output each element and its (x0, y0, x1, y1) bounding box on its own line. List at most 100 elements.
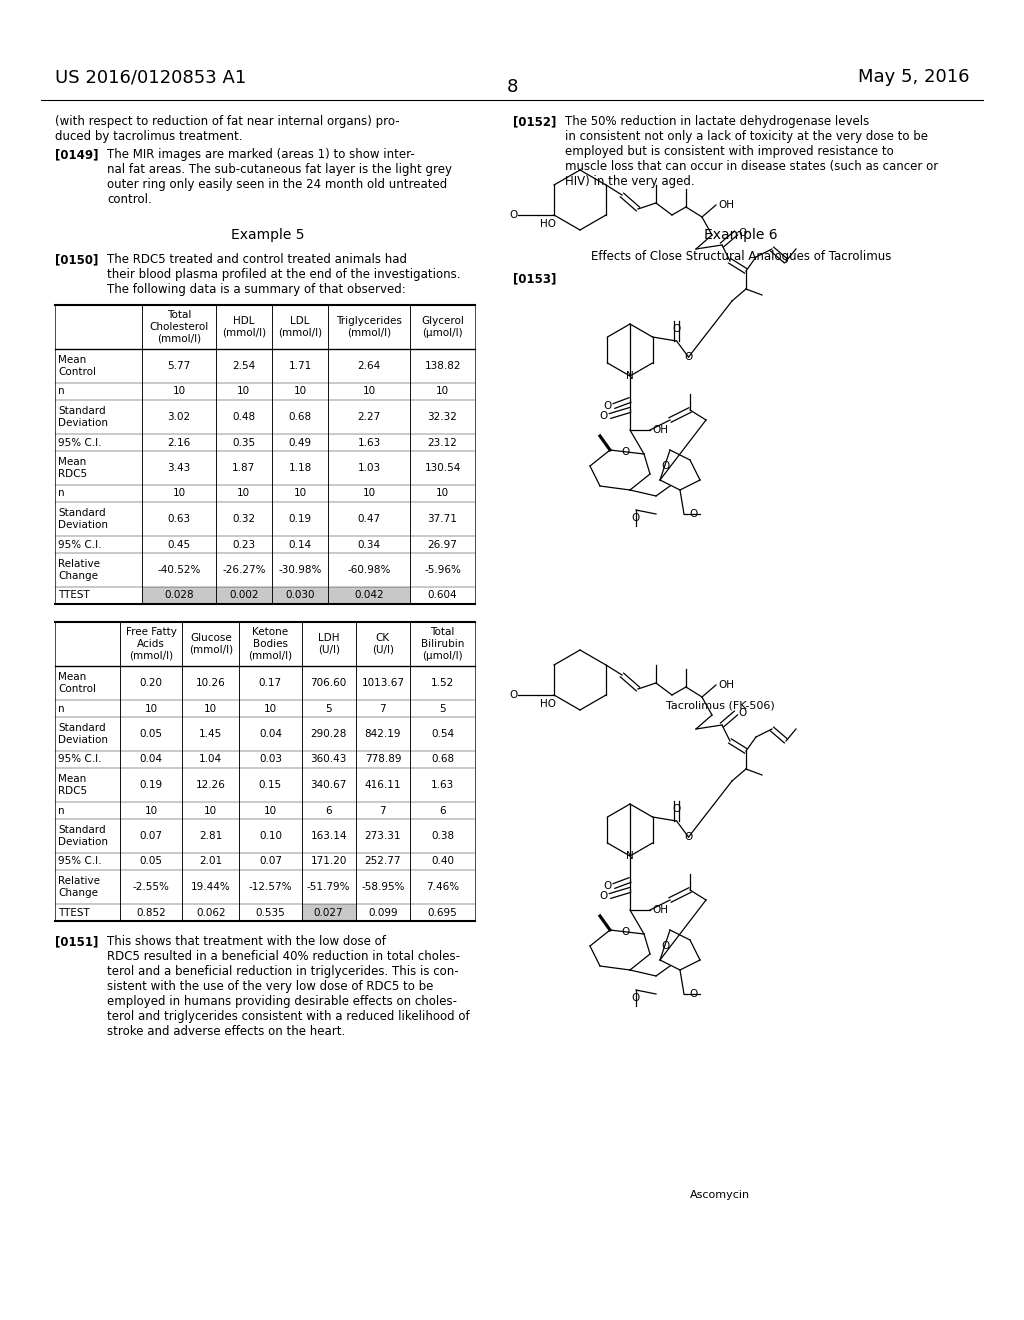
Text: O: O (684, 352, 692, 362)
Text: 10: 10 (144, 704, 158, 714)
Text: 290.28: 290.28 (310, 729, 347, 739)
Text: O: O (738, 228, 746, 238)
Text: TTEST: TTEST (58, 908, 90, 917)
Text: [0150]: [0150] (55, 253, 98, 267)
Text: 0.002: 0.002 (229, 590, 259, 601)
Text: 95% C.I.: 95% C.I. (58, 540, 101, 549)
Text: 1.63: 1.63 (431, 780, 454, 789)
Text: O: O (600, 411, 608, 421)
Text: HDL
(mmol/l): HDL (mmol/l) (222, 317, 266, 338)
Text: 7.46%: 7.46% (426, 882, 459, 892)
Text: 252.77: 252.77 (365, 857, 401, 866)
Text: 1.63: 1.63 (357, 437, 381, 447)
Text: 32.32: 32.32 (428, 412, 458, 422)
Text: -5.96%: -5.96% (424, 565, 461, 576)
Text: 1.45: 1.45 (200, 729, 222, 739)
Text: OH: OH (652, 425, 668, 436)
Bar (302, 904, 355, 921)
Text: Ketone
Bodies
(mmol/l): Ketone Bodies (mmol/l) (249, 627, 293, 660)
Text: 1013.67: 1013.67 (361, 678, 404, 688)
Text: May 5, 2016: May 5, 2016 (857, 69, 969, 86)
Text: 0.54: 0.54 (431, 729, 454, 739)
Text: HO: HO (540, 219, 556, 228)
Text: Standard
Deviation: Standard Deviation (58, 508, 108, 529)
Text: [0151]: [0151] (55, 935, 98, 948)
Bar (272, 587, 329, 605)
Text: 0.027: 0.027 (314, 908, 343, 917)
Text: Free Fatty
Acids
(mmol/l): Free Fatty Acids (mmol/l) (126, 627, 176, 660)
Text: 0.10: 0.10 (259, 832, 282, 841)
Text: Tacrolimus (FK-506): Tacrolimus (FK-506) (666, 700, 774, 710)
Text: 0.695: 0.695 (428, 908, 458, 917)
Text: 130.54: 130.54 (424, 463, 461, 473)
Text: N: N (626, 851, 634, 861)
Text: Total
Cholesterol
(mmol/l): Total Cholesterol (mmol/l) (150, 310, 209, 343)
Text: O: O (510, 210, 518, 220)
Text: Mean
RDC5: Mean RDC5 (58, 457, 87, 479)
Text: 6: 6 (326, 805, 332, 816)
Text: 1.52: 1.52 (431, 678, 454, 688)
Text: Effects of Close Structural Analogues of Tacrolimus: Effects of Close Structural Analogues of… (591, 249, 891, 263)
Text: 842.19: 842.19 (365, 729, 401, 739)
Text: -30.98%: -30.98% (279, 565, 322, 576)
Text: 0.07: 0.07 (259, 857, 282, 866)
Text: Example 5: Example 5 (230, 228, 304, 242)
Text: 2.54: 2.54 (232, 360, 255, 371)
Text: Relative
Change: Relative Change (58, 876, 100, 898)
Text: -26.27%: -26.27% (222, 565, 265, 576)
Text: Triglycerides
(mmol/l): Triglycerides (mmol/l) (336, 317, 402, 338)
Text: [0152]: [0152] (513, 115, 556, 128)
Text: 0.535: 0.535 (256, 908, 286, 917)
Text: -60.98%: -60.98% (347, 565, 391, 576)
Text: TTEST: TTEST (58, 590, 90, 601)
Text: 0.35: 0.35 (232, 437, 255, 447)
Text: 95% C.I.: 95% C.I. (58, 437, 101, 447)
Text: 10: 10 (144, 805, 158, 816)
Text: n: n (58, 805, 65, 816)
Text: Standard
Deviation: Standard Deviation (58, 723, 108, 744)
Text: 2.64: 2.64 (357, 360, 381, 371)
Text: 163.14: 163.14 (310, 832, 347, 841)
Text: 10: 10 (294, 488, 307, 499)
Text: The 50% reduction in lactate dehydrogenase levels
in consistent not only a lack : The 50% reduction in lactate dehydrogena… (565, 115, 938, 187)
Text: 0.63: 0.63 (168, 513, 190, 524)
Text: 2.81: 2.81 (200, 832, 222, 841)
Text: CK
(U/l): CK (U/l) (372, 634, 394, 655)
Text: n: n (58, 387, 65, 396)
Text: 273.31: 273.31 (365, 832, 401, 841)
Text: -51.79%: -51.79% (307, 882, 350, 892)
Text: 171.20: 171.20 (310, 857, 347, 866)
Text: 340.67: 340.67 (310, 780, 347, 789)
Text: [0153]: [0153] (513, 272, 556, 285)
Text: (with respect to reduction of fat near internal organs) pro-
duced by tacrolimus: (with respect to reduction of fat near i… (55, 115, 399, 143)
Text: 0.40: 0.40 (431, 857, 454, 866)
Text: 360.43: 360.43 (310, 755, 347, 764)
Text: 0.20: 0.20 (139, 678, 163, 688)
Text: 5: 5 (439, 704, 445, 714)
Text: -58.95%: -58.95% (361, 882, 404, 892)
Text: 0.49: 0.49 (289, 437, 311, 447)
Text: 10: 10 (362, 387, 376, 396)
Text: -40.52%: -40.52% (158, 565, 201, 576)
Text: Glucose
(mmol/l): Glucose (mmol/l) (188, 634, 232, 655)
Text: 1.04: 1.04 (200, 755, 222, 764)
Text: O: O (510, 690, 518, 700)
Text: O: O (662, 461, 670, 471)
Text: 0.042: 0.042 (354, 590, 384, 601)
Text: Standard
Deviation: Standard Deviation (58, 825, 108, 847)
Text: 0.05: 0.05 (139, 729, 163, 739)
Text: O: O (604, 880, 612, 891)
Text: 0.23: 0.23 (232, 540, 255, 549)
Text: 0.45: 0.45 (168, 540, 190, 549)
Text: 0.099: 0.099 (368, 908, 397, 917)
Text: Example 6: Example 6 (705, 228, 778, 242)
Text: 23.12: 23.12 (428, 437, 458, 447)
Text: 0.04: 0.04 (259, 729, 282, 739)
Text: 0.030: 0.030 (286, 590, 315, 601)
Text: 10: 10 (294, 387, 307, 396)
Text: 19.44%: 19.44% (190, 882, 230, 892)
Text: 138.82: 138.82 (424, 360, 461, 371)
Text: 10.26: 10.26 (196, 678, 225, 688)
Text: N: N (626, 371, 634, 381)
Text: LDH
(U/l): LDH (U/l) (317, 634, 340, 655)
